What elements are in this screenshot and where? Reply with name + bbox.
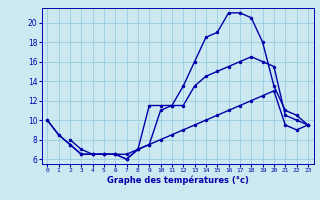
X-axis label: Graphe des températures (°c): Graphe des températures (°c) [107, 176, 249, 185]
